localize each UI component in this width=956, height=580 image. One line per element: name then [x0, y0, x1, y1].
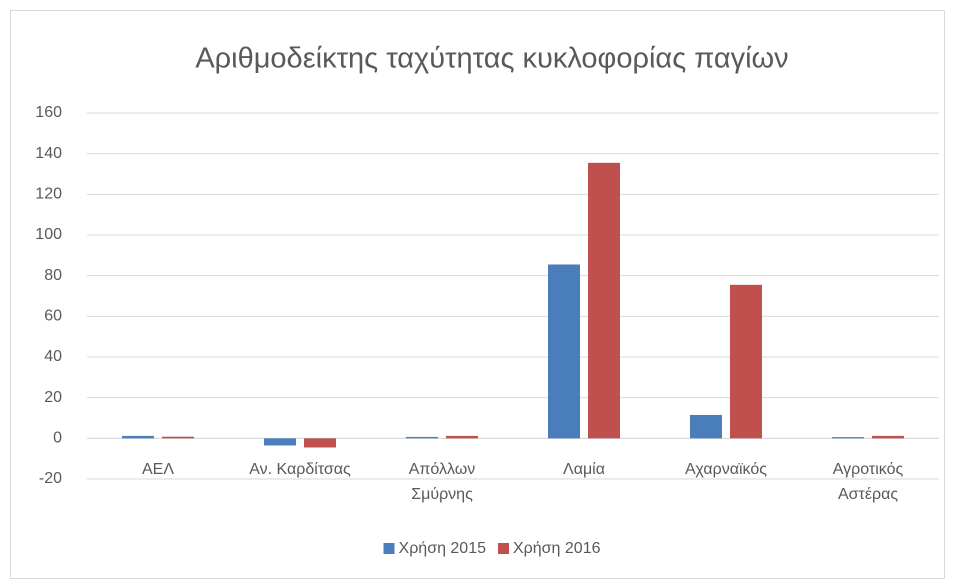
x-tick-label: ΑΕΛ — [142, 461, 174, 478]
bar — [264, 438, 296, 446]
bar — [162, 436, 194, 439]
bar — [872, 435, 904, 439]
y-tick-label: 60 — [44, 308, 62, 325]
y-tick-label: 160 — [35, 104, 62, 121]
y-tick-label: 120 — [35, 186, 62, 203]
bar — [690, 414, 722, 439]
bar — [406, 436, 438, 439]
x-tick-label: Αχαρναϊκός — [685, 461, 767, 478]
legend: Χρήση 2015 Χρήση 2016 — [383, 540, 601, 557]
y-tick-label: 0 — [53, 430, 62, 447]
y-tick-label: 40 — [44, 348, 62, 365]
legend-label: Χρήση 2015 — [399, 540, 487, 557]
legend-swatch — [498, 543, 509, 554]
y-tick-label: -20 — [39, 470, 62, 487]
bar — [446, 435, 478, 439]
chart-title: Αριθμοδείκτης ταχύτητας κυκλοφορίας παγί… — [195, 43, 788, 75]
legend-swatch — [383, 543, 395, 554]
y-tick-label: 140 — [35, 145, 62, 162]
chart-border — [10, 10, 945, 579]
y-tick-label: 100 — [35, 226, 62, 243]
x-tick-label: Λαμία — [563, 461, 605, 478]
bar — [548, 264, 580, 439]
y-tick-label: 20 — [44, 389, 62, 406]
bar — [730, 284, 762, 439]
x-tick-label: Αν. Καρδίτσας — [249, 461, 351, 478]
bar — [304, 438, 336, 448]
x-tick-label: Αγροτικός Αστέρας — [833, 461, 904, 503]
legend-label: Χρήση 2016 — [513, 540, 601, 557]
bar — [588, 162, 620, 439]
bar — [122, 435, 154, 439]
bar — [832, 437, 864, 439]
y-tick-label: 80 — [44, 267, 62, 284]
x-tick-label: Απόλλων Σμύρνης — [409, 461, 476, 503]
